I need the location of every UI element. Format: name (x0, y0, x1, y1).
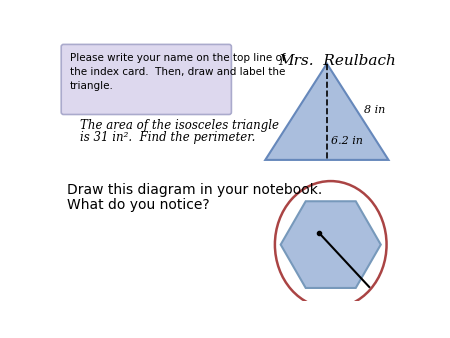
Polygon shape (265, 64, 388, 160)
Text: 8 in: 8 in (364, 105, 385, 115)
Text: Mrs.  Reulbach: Mrs. Reulbach (278, 54, 396, 68)
Text: The area of the isosceles triangle: The area of the isosceles triangle (81, 119, 279, 132)
Text: Draw this diagram in your notebook.: Draw this diagram in your notebook. (67, 183, 322, 197)
Text: is 31 in².  Find the perimeter.: is 31 in². Find the perimeter. (81, 131, 256, 144)
FancyBboxPatch shape (61, 44, 231, 115)
Polygon shape (281, 201, 381, 288)
Text: 6.2 in: 6.2 in (331, 136, 363, 146)
Text: Please write your name on the top line of
the index card.  Then, draw and label : Please write your name on the top line o… (70, 53, 285, 91)
Text: What do you notice?: What do you notice? (67, 198, 209, 212)
